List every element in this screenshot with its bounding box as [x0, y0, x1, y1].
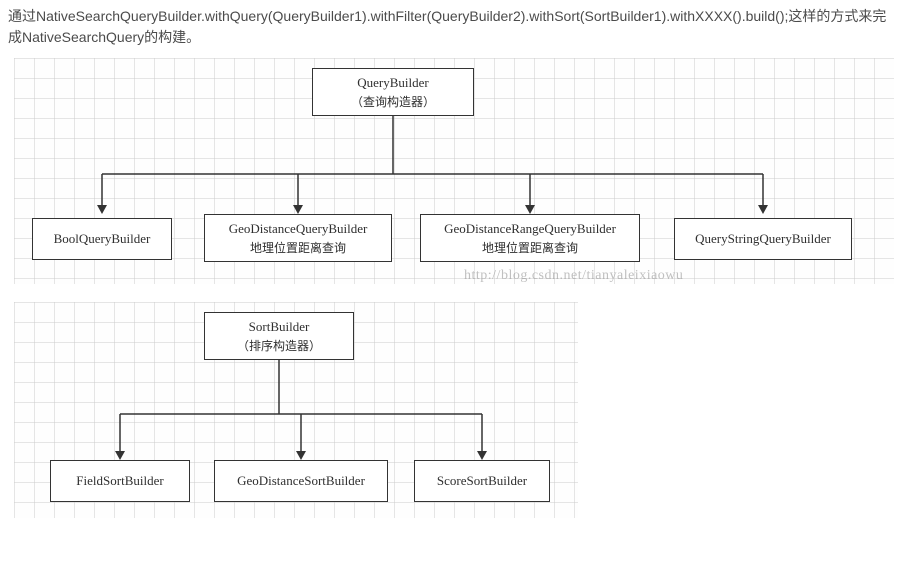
query-node-c4: QueryStringQueryBuilder [674, 218, 852, 260]
node-label-2: 地理位置距离查询 [482, 239, 578, 256]
node-label-1: FieldSortBuilder [76, 473, 163, 489]
sort-node-c1: FieldSortBuilder [50, 460, 190, 502]
query-node-c1: BoolQueryBuilder [32, 218, 172, 260]
sort-node-c2: GeoDistanceSortBuilder [214, 460, 388, 502]
node-label-1: QueryStringQueryBuilder [695, 231, 831, 247]
query-node-c3: GeoDistanceRangeQueryBuilder 地理位置距离查询 [420, 214, 640, 262]
watermark-text: http://blog.csdn.net/tianyaleixiaowu [464, 268, 683, 284]
query-node-c2: GeoDistanceQueryBuilder 地理位置距离查询 [204, 214, 392, 262]
intro-text: 通过NativeSearchQueryBuilder.withQuery(Que… [0, 0, 903, 52]
node-label-1: BoolQueryBuilder [54, 231, 151, 247]
node-label-2: 地理位置距离查询 [250, 239, 346, 256]
node-label-1: GeoDistanceQueryBuilder [229, 221, 368, 237]
node-label-1: SortBuilder [249, 319, 310, 335]
query-node-root: QueryBuilder （查询构造器） [312, 68, 474, 116]
diagram-querybuilder: http://blog.csdn.net/tianyaleixiaowu Que… [14, 58, 894, 284]
node-label-1: ScoreSortBuilder [437, 473, 527, 489]
node-label-1: GeoDistanceSortBuilder [237, 473, 365, 489]
node-label-1: QueryBuilder [357, 75, 428, 91]
sort-node-root: SortBuilder （排序构造器） [204, 312, 354, 360]
sort-node-c3: ScoreSortBuilder [414, 460, 550, 502]
node-label-2: （排序构造器） [237, 337, 321, 354]
node-label-1: GeoDistanceRangeQueryBuilder [444, 221, 616, 237]
diagram-sortbuilder: SortBuilder （排序构造器） FieldSortBuilder GeoDis… [14, 302, 578, 518]
node-label-2: （查询构造器） [351, 93, 435, 110]
